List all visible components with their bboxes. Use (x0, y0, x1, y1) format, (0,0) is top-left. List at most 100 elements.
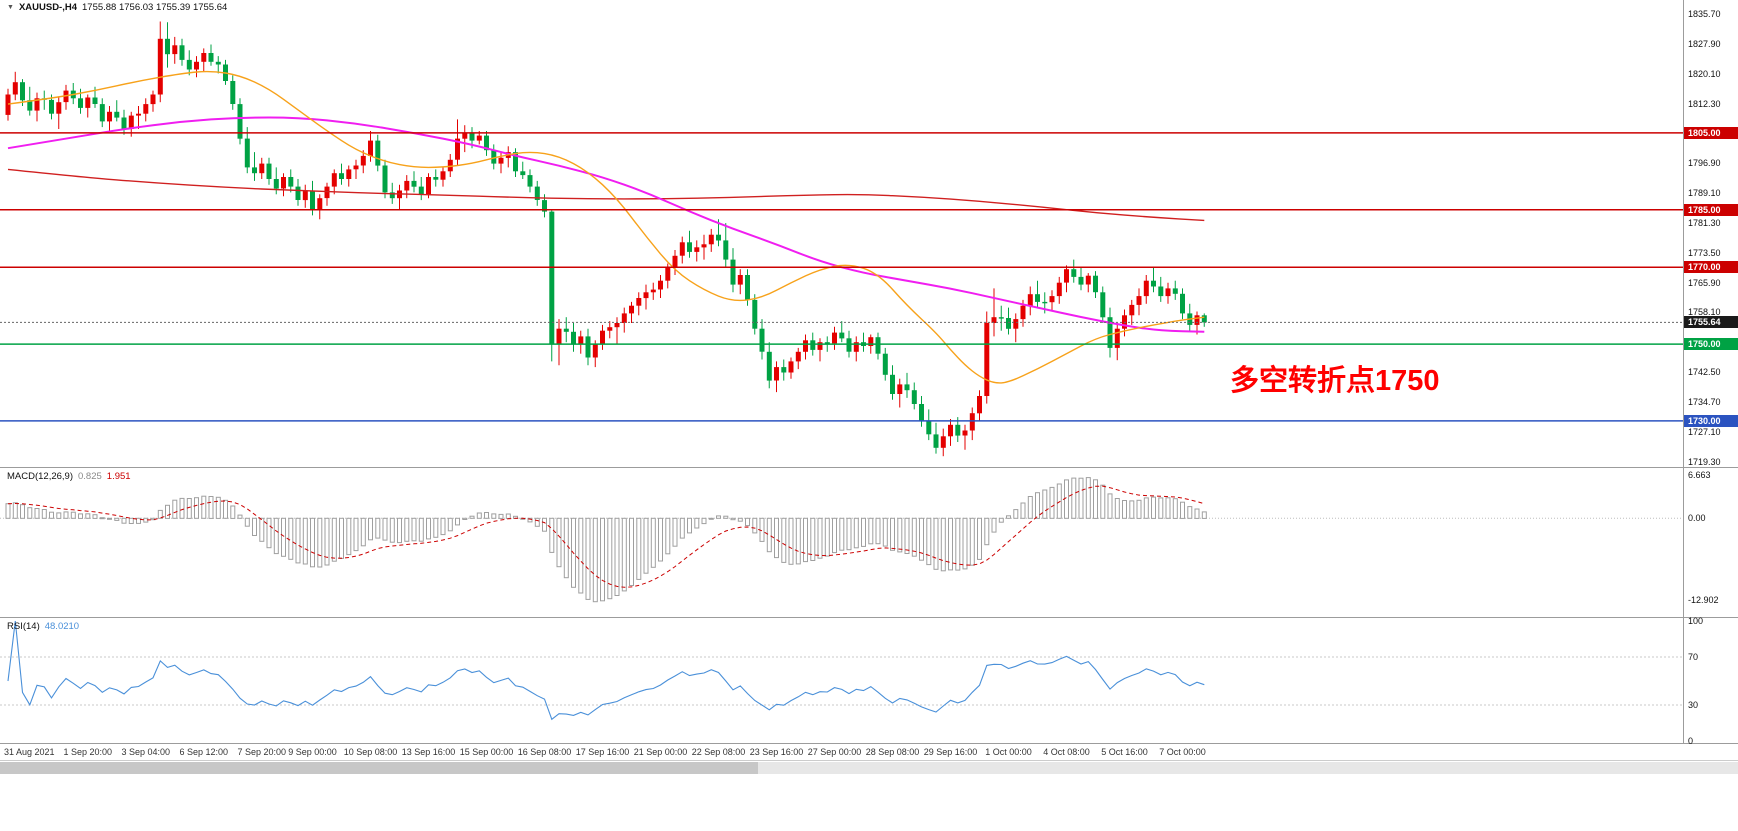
candle (1056, 282, 1062, 297)
rsi-indicator-label: RSI(14) 48.0210 (7, 621, 79, 632)
candle (1151, 280, 1156, 287)
macd-histogram-bar (911, 517, 917, 557)
macd-histogram-bar (904, 517, 910, 554)
candle (904, 384, 910, 391)
candle (1042, 301, 1048, 304)
candle (687, 242, 692, 252)
candle (911, 390, 917, 404)
candle (839, 332, 845, 339)
candle (368, 140, 373, 156)
candle (433, 177, 439, 180)
time-label: 31 Aug 2021 (4, 747, 55, 757)
horizontal-scrollbar[interactable] (0, 762, 1738, 774)
macd-histogram-bar (114, 517, 120, 521)
macd-histogram-bar (955, 517, 961, 571)
macd-histogram-bar (288, 517, 294, 560)
candle (136, 113, 141, 116)
macd-histogram-bar (846, 517, 852, 551)
candle (252, 167, 257, 174)
candle (897, 384, 903, 394)
time-label: 28 Sep 08:00 (865, 747, 920, 757)
macd-histogram-bar (1100, 484, 1106, 519)
macd-histogram-bar (1064, 479, 1069, 519)
macd-histogram-bar (179, 497, 185, 519)
macd-histogram-bar (339, 517, 344, 559)
macd-histogram-bar (107, 517, 112, 520)
chevron-down-icon[interactable]: ▼ (7, 4, 14, 11)
macd-histogram-bar (498, 513, 504, 519)
macd-histogram-bar (1114, 498, 1120, 519)
macd-histogram-bar (665, 517, 671, 555)
macd-histogram-bar (694, 517, 700, 529)
macd-histogram-bar (70, 511, 76, 519)
macd-histogram-bar (476, 512, 482, 519)
ohlc-readout: 1755.88 1756.03 1755.39 1755.64 (82, 2, 228, 13)
macd-histogram-bar (252, 517, 257, 536)
macd-histogram-bar (266, 517, 272, 549)
candle (1114, 328, 1120, 348)
price-axis[interactable] (1684, 0, 1738, 744)
candle (563, 328, 569, 332)
macd-histogram-bar (49, 511, 54, 519)
macd-histogram-bar (223, 499, 228, 519)
candle (701, 244, 707, 248)
macd-histogram-bar (527, 517, 533, 523)
candle (114, 111, 120, 118)
rsi-value: 48.0210 (44, 621, 80, 632)
macd-histogram-bar (1107, 493, 1113, 519)
candle (694, 247, 700, 252)
candle (215, 61, 221, 65)
macd-histogram-bar (1122, 500, 1127, 519)
candle (353, 165, 359, 170)
candle (121, 117, 127, 129)
candle (875, 337, 881, 354)
candle (1129, 304, 1135, 316)
macd-histogram-bar (455, 517, 460, 526)
candle (484, 135, 489, 151)
time-axis[interactable]: 31 Aug 2021 1 Sep 20:00 3 Sep 04:00 6 Sep 1… (0, 744, 1683, 760)
macd-histogram-bar (774, 517, 779, 559)
candle (716, 234, 721, 241)
macd-histogram-bar (730, 517, 736, 521)
time-label: 29 Sep 16:00 (923, 747, 978, 757)
candle (1194, 315, 1200, 325)
macd-histogram-bar (1136, 499, 1142, 519)
scrollbar-thumb[interactable] (0, 762, 758, 774)
macd-histogram-bar (549, 517, 555, 553)
macd-histogram-bar (346, 517, 352, 556)
candle (331, 173, 337, 187)
candle (194, 61, 199, 70)
candle (810, 340, 816, 350)
macd-histogram-bar (868, 517, 874, 545)
candle (1013, 319, 1019, 329)
candle (737, 275, 743, 285)
time-label: 27 Sep 00:00 (807, 747, 862, 757)
macd-histogram-bar (85, 513, 91, 519)
candle (20, 82, 25, 101)
candle (426, 177, 431, 195)
macd-histogram-bar (136, 517, 141, 524)
macd-histogram-bar (426, 517, 431, 540)
macd-histogram-bar (839, 517, 845, 551)
candle (498, 157, 504, 164)
time-label: 21 Sep 00:00 (633, 747, 688, 757)
macd-histogram-bar (672, 517, 678, 547)
macd-histogram-bar (295, 517, 301, 564)
candle (476, 135, 482, 141)
candle (926, 420, 932, 435)
candle (411, 180, 417, 187)
candle (302, 190, 308, 201)
candle (375, 140, 381, 166)
candle (1201, 315, 1207, 323)
candle (607, 327, 613, 331)
candle (672, 255, 678, 268)
candle (418, 186, 424, 195)
macd-histogram-bar (737, 517, 743, 522)
chart-title: ▼ XAUUSD-,H4 1755.88 1756.03 1755.39 175… (7, 2, 227, 13)
macd-histogram-bar (1042, 489, 1048, 519)
candle (621, 313, 627, 323)
macd-histogram-bar (469, 515, 475, 519)
candle (549, 211, 555, 345)
candle (520, 171, 526, 176)
